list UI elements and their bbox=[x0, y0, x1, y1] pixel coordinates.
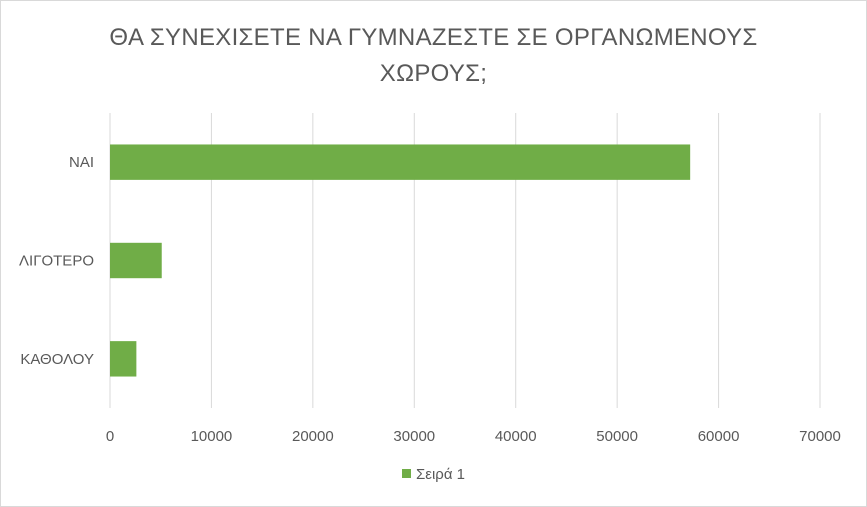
legend: Σειρά 1 bbox=[402, 466, 465, 483]
bar-1 bbox=[110, 242, 162, 279]
x-tick-label-6: 60000 bbox=[698, 428, 740, 445]
x-tick-label-2: 20000 bbox=[292, 428, 334, 445]
x-tick-label-4: 40000 bbox=[495, 428, 537, 445]
bar-2 bbox=[110, 341, 137, 377]
x-tick-label-1: 10000 bbox=[191, 428, 233, 445]
legend-swatch-series-1 bbox=[402, 469, 411, 478]
x-tick-label-5: 50000 bbox=[596, 428, 638, 445]
bar-0 bbox=[110, 144, 691, 180]
category-labels: ΝΑΙ ΛΙΓΟΤΕΡΟ ΚΑΘΟΛΟΥ bbox=[19, 154, 94, 368]
category-label-2: ΚΑΘΟΛΟΥ bbox=[20, 351, 94, 368]
chart-title: ΘΑ ΣΥΝΕΧΙΣΕΤΕ ΝΑ ΓΥΜΝΑΖΕΣΤΕ ΣΕ ΟΡΓΑΝΩΜΕΝ… bbox=[0, 20, 867, 92]
category-label-1: ΛΙΓΟΤΕΡΟ bbox=[19, 253, 94, 270]
x-tick-labels: 0 10000 20000 30000 40000 50000 60000 70000 bbox=[106, 428, 841, 445]
bars bbox=[110, 144, 691, 377]
chart-title-line-1: ΘΑ ΣΥΝΕΧΙΣΕΤΕ ΝΑ ΓΥΜΝΑΖΕΣΤΕ ΣΕ ΟΡΓΑΝΩΜΕΝ… bbox=[109, 24, 758, 51]
chart-title-line-2: ΧΩΡΟΥΣ; bbox=[379, 60, 488, 87]
legend-label-series-1: Σειρά 1 bbox=[416, 466, 465, 483]
category-label-0: ΝΑΙ bbox=[69, 154, 94, 171]
x-tick-label-0: 0 bbox=[106, 428, 114, 445]
x-tick-label-3: 30000 bbox=[393, 428, 435, 445]
x-tick-label-7: 70000 bbox=[799, 428, 841, 445]
